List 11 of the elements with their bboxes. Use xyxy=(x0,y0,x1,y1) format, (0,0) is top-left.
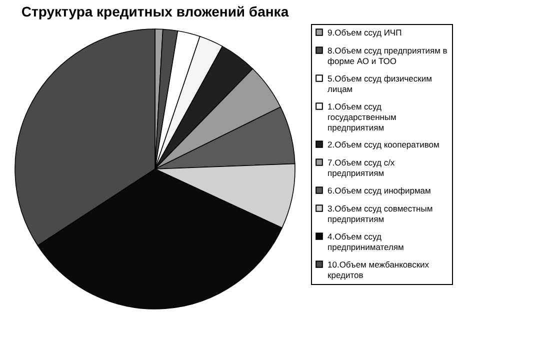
chart-title: Структура кредитных вложений банка xyxy=(21,4,289,20)
legend-label: 8.Объем ссуд предприятиям в форме АО и ТОО xyxy=(328,45,448,66)
legend-label: 6.Объем ссуд инофирмам xyxy=(328,185,432,196)
legend-label: 2.Объем ссуд кооперативом xyxy=(328,139,440,150)
legend-label: 4.Объем ссуд предпринимателям xyxy=(328,231,404,252)
legend-label: 9.Объем ссуд ИЧП xyxy=(328,27,402,38)
legend-label: 1.Объем ссуд государственным предприятиям xyxy=(328,101,397,132)
legend-label: 10.Объем межбанковских кредитов xyxy=(328,259,430,280)
legend-label: 7.Объем ссуд с/х предприятиям xyxy=(328,157,396,178)
legend-label: 3.Объем ссуд совместным предприятиям xyxy=(328,203,433,224)
legend-label: 5.Объем ссуд физическим лицам xyxy=(328,73,432,94)
